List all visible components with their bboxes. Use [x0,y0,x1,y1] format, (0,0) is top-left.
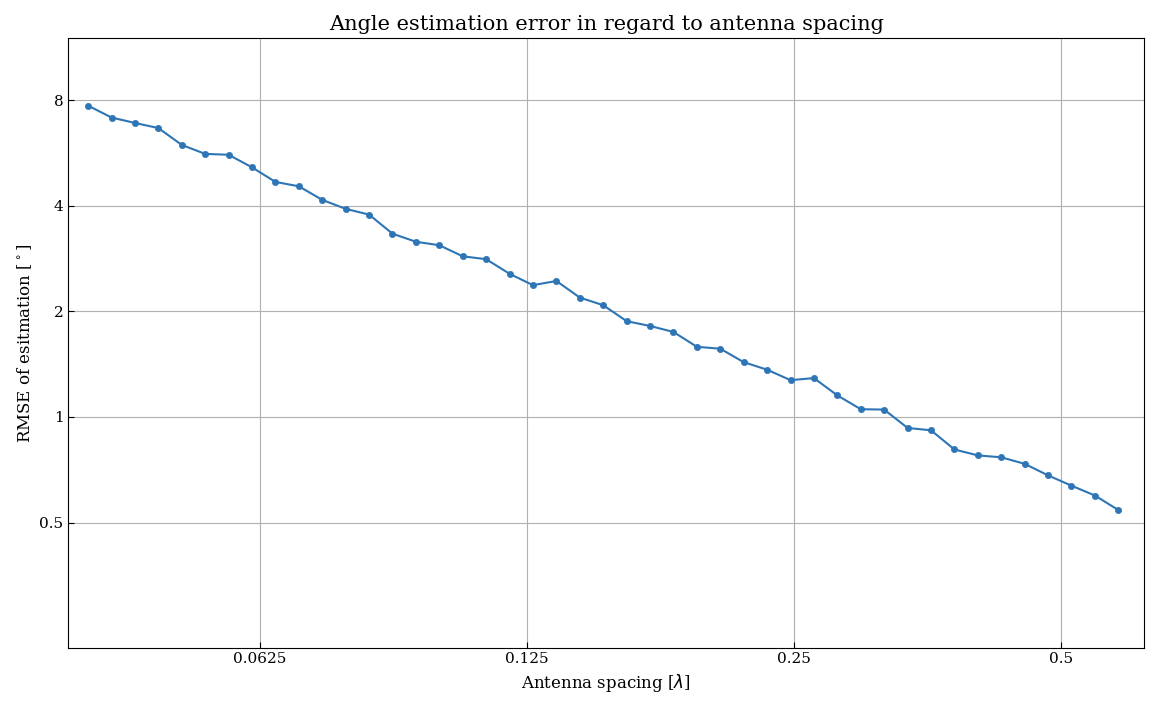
Title: Angle estimation error in regard to antenna spacing: Angle estimation error in regard to ante… [329,15,883,34]
X-axis label: Antenna spacing [$\lambda$]: Antenna spacing [$\lambda$] [522,672,691,694]
Y-axis label: RMSE of esitmation [$^\circ$]: RMSE of esitmation [$^\circ$] [15,243,34,443]
